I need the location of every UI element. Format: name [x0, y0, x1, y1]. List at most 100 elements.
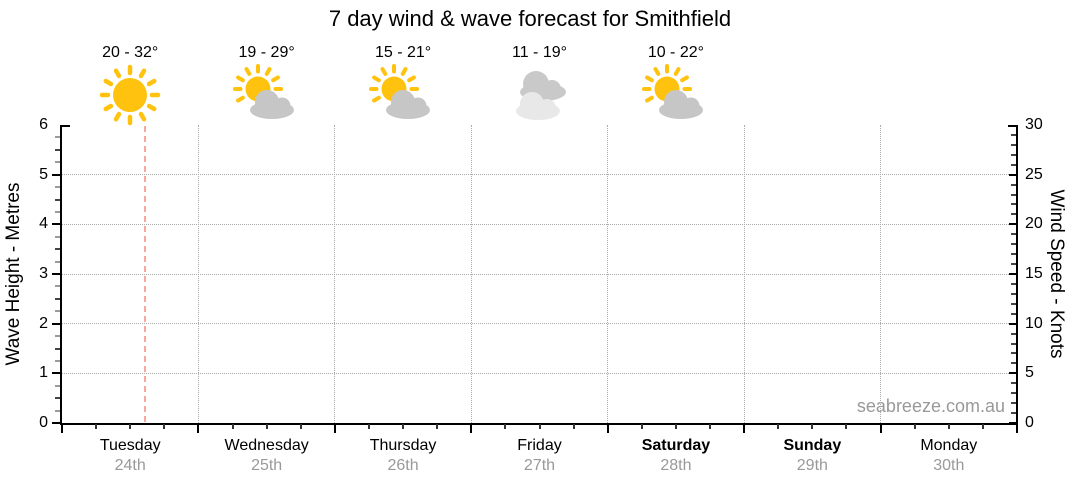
- left-axis-minor-tick: [55, 210, 60, 213]
- day-date: 25th: [251, 457, 283, 474]
- x-axis-minor-tick: [674, 424, 677, 429]
- x-axis-minor-tick: [811, 424, 814, 429]
- x-axis-minor-tick: [95, 424, 98, 429]
- right-axis-minor-tick: [1011, 183, 1016, 186]
- day-label: Tuesday: [99, 437, 161, 454]
- right-axis-minor-tick: [1011, 213, 1016, 216]
- left-axis-tick-label: 4: [39, 215, 48, 233]
- temperature-range: 10 - 22°: [647, 44, 705, 61]
- x-axis-minor-tick: [913, 424, 916, 429]
- grid-line-vertical: [880, 125, 882, 423]
- x-axis-minor-tick: [538, 424, 541, 429]
- day-label: Wednesday: [224, 437, 309, 454]
- left-axis-major-tick: [52, 273, 60, 275]
- x-axis-major-tick: [61, 424, 63, 433]
- right-axis-minor-tick: [1011, 302, 1016, 305]
- right-axis-minor-tick: [1011, 402, 1016, 405]
- x-axis-minor-tick: [265, 424, 268, 429]
- right-axis-minor-tick: [1011, 263, 1016, 266]
- x-axis-minor-tick: [231, 424, 234, 429]
- x-axis-minor-tick: [709, 424, 712, 429]
- right-axis-major-tick: [1009, 173, 1016, 176]
- right-axis-minor-tick: [1011, 153, 1016, 156]
- x-axis-minor-tick: [504, 424, 507, 429]
- left-axis-major-tick: [52, 372, 60, 375]
- left-axis-minor-tick: [55, 136, 60, 139]
- chart-title: 7 day wind & wave forecast for Smithfiel…: [328, 6, 732, 31]
- right-axis-minor-tick: [1011, 203, 1016, 206]
- x-axis-major-tick: [1016, 424, 1018, 433]
- current-time-marker: [144, 126, 147, 422]
- left-axis-minor-tick: [55, 384, 60, 387]
- day-date: 30th: [933, 457, 965, 474]
- left-axis-minor-tick: [55, 235, 60, 238]
- x-axis-major-tick: [197, 424, 200, 433]
- partly-cloudy-icon: [232, 62, 302, 126]
- grid-line-vertical: [197, 125, 199, 423]
- x-axis-major-tick: [743, 424, 746, 433]
- right-axis-minor-tick: [1011, 332, 1016, 335]
- x-axis-major-tick: [470, 424, 473, 433]
- left-axis-minor-tick: [55, 335, 60, 338]
- right-axis-cap: [1008, 125, 1018, 127]
- left-axis-minor-tick: [55, 248, 60, 251]
- day-date: 26th: [387, 457, 419, 474]
- partly-cloudy-icon: [641, 62, 711, 126]
- right-axis-major-tick: [1009, 223, 1016, 226]
- x-axis-minor-tick: [572, 424, 575, 429]
- left-axis-minor-tick: [55, 297, 60, 300]
- day-label: Saturday: [641, 437, 711, 454]
- right-axis-minor-tick: [1011, 382, 1016, 385]
- x-axis-minor-tick: [163, 424, 166, 429]
- grid-line-vertical: [607, 125, 609, 423]
- left-axis-minor-tick: [55, 148, 60, 151]
- right-axis-minor-tick: [1011, 253, 1016, 256]
- right-axis-minor-tick: [1011, 392, 1016, 395]
- left-axis-tick-label: 2: [39, 314, 48, 332]
- right-axis-major-tick: [1009, 372, 1016, 375]
- right-axis-tick-label: 5: [1025, 364, 1034, 382]
- grid-line-vertical: [334, 125, 336, 423]
- x-axis-minor-tick: [367, 424, 370, 429]
- day-date: 29th: [796, 457, 828, 474]
- cloudy-icon: [505, 62, 575, 126]
- right-axis-tick-label: 30: [1025, 116, 1043, 133]
- left-axis-cap: [60, 125, 70, 127]
- day-label: Monday: [920, 437, 978, 454]
- left-axis-minor-tick: [55, 186, 60, 189]
- left-axis-tick-label: 6: [39, 116, 48, 133]
- x-axis-minor-tick: [981, 424, 984, 429]
- grid-line-horizontal: [62, 323, 1011, 325]
- right-axis-minor-tick: [1011, 342, 1016, 345]
- left-axis-minor-tick: [55, 285, 60, 288]
- temperature-range: 15 - 21°: [374, 44, 432, 61]
- left-axis-major-tick: [52, 422, 60, 424]
- day-date: 27th: [523, 457, 556, 474]
- right-axis-major-tick: [1009, 273, 1016, 275]
- right-axis-tick-label: 25: [1025, 165, 1043, 183]
- right-axis-major-tick: [1009, 422, 1016, 424]
- x-axis-minor-tick: [777, 424, 780, 429]
- grid-line-horizontal: [62, 223, 1011, 225]
- left-axis-minor-tick: [55, 260, 60, 263]
- x-axis-minor-tick: [299, 424, 302, 429]
- left-axis-major-tick: [52, 223, 60, 226]
- right-axis-minor-tick: [1011, 143, 1016, 146]
- left-axis-major-tick: [52, 173, 60, 176]
- x-axis-minor-tick: [947, 424, 950, 429]
- right-axis-minor-tick: [1011, 193, 1016, 196]
- x-axis-minor-tick: [129, 424, 132, 429]
- right-axis-minor-tick: [1011, 292, 1016, 295]
- day-label: Thursday: [369, 437, 437, 454]
- right-axis-tick-label: 15: [1025, 265, 1043, 282]
- grid-line-vertical: [470, 125, 472, 423]
- right-axis-minor-tick: [1011, 243, 1016, 246]
- grid-line-horizontal: [62, 174, 1011, 176]
- day-date: 24th: [114, 457, 146, 474]
- left-axis-major-tick: [52, 322, 60, 325]
- grid-line-horizontal: [62, 273, 1011, 275]
- left-axis-tick-label: 5: [39, 165, 48, 183]
- right-axis-major-tick: [1009, 322, 1016, 325]
- partly-cloudy-icon: [368, 62, 438, 126]
